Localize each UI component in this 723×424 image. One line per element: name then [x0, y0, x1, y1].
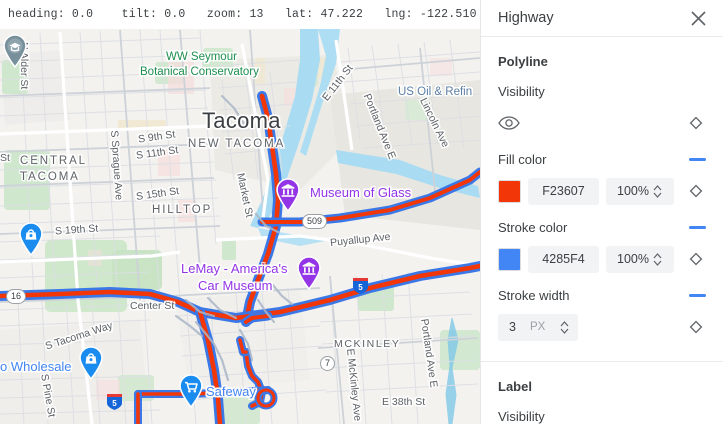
stroke-color-control: 4285F4 100%: [498, 245, 706, 273]
stroke-color-toggle-indicator[interactable]: [689, 226, 706, 229]
polyline-visibility-label: Visibility: [498, 84, 545, 99]
label-section: Label Visibility: [481, 379, 723, 424]
map-status-bar: heading: 0.0 tilt: 0.0 zoom: 13 lat: 47.…: [0, 0, 480, 29]
polyline-visibility-control: [498, 109, 706, 137]
fill-color-hex-input[interactable]: F23607: [528, 177, 599, 205]
keyframe-diamond-icon-visibility[interactable]: [689, 116, 703, 130]
stroke-width-input[interactable]: 3 PX: [498, 313, 578, 341]
route-shield-509[interactable]: 509: [302, 214, 328, 229]
status-text: heading: 0.0 tilt: 0.0 zoom: 13 lat: 47.…: [8, 8, 477, 21]
stroke-color-hex-input[interactable]: 4285F4: [528, 245, 599, 273]
map-marker-store-left[interactable]: [18, 222, 44, 256]
map-marker-safeway[interactable]: [178, 374, 204, 408]
map-marker-museum-of-glass[interactable]: [275, 178, 301, 212]
stroke-color-swatch[interactable]: [498, 247, 521, 271]
route-shield-i5-lower[interactable]: 5: [106, 392, 123, 411]
eye-icon[interactable]: [498, 112, 520, 134]
route-shield-7[interactable]: 7: [320, 356, 336, 371]
polyline-visibility-row: Visibility: [498, 84, 706, 99]
map-viewport[interactable]: heading: 0.0 tilt: 0.0 zoom: 13 lat: 47.…: [0, 0, 480, 424]
stroke-opacity-stepper-icon[interactable]: [652, 252, 663, 267]
keyframe-diamond-icon-stroke-color[interactable]: [689, 252, 703, 266]
properties-panel: Highway Polyline Visibility: [480, 0, 723, 424]
fill-opacity-input[interactable]: 100%: [606, 177, 674, 205]
fill-color-row: Fill color: [498, 152, 706, 167]
stroke-width-toggle-indicator[interactable]: [689, 294, 706, 297]
stroke-width-label: Stroke width: [498, 288, 570, 303]
stroke-opacity-value: 100%: [617, 252, 649, 266]
i5-shield-text-upper: 5: [358, 283, 363, 292]
map-marker-car-museum[interactable]: [296, 256, 322, 290]
fill-color-swatch[interactable]: [498, 179, 521, 203]
stroke-width-value: 3: [509, 320, 516, 334]
panel-title: Highway: [498, 10, 554, 26]
stroke-width-unit: PX: [529, 321, 546, 333]
keyframe-diamond-icon-fill-color[interactable]: [689, 184, 703, 198]
label-visibility-label: Visibility: [498, 409, 545, 424]
label-section-title: Label: [498, 379, 532, 394]
fill-color-control: F23607 100%: [498, 177, 706, 205]
stroke-opacity-input[interactable]: 100%: [606, 245, 674, 273]
i5-shield-text-lower: 5: [112, 399, 117, 408]
keyframe-diamond-icon-stroke-width[interactable]: [689, 320, 703, 334]
map-canvas[interactable]: [0, 0, 480, 424]
polyline-section: Polyline Visibility: [481, 54, 723, 341]
fill-opacity-stepper-icon[interactable]: [652, 184, 663, 199]
label-visibility-row: Visibility: [498, 409, 706, 424]
fill-opacity-value: 100%: [617, 184, 649, 198]
polyline-section-title: Polyline: [498, 54, 548, 69]
close-icon[interactable]: [686, 6, 710, 30]
route-shield-16[interactable]: 16: [6, 289, 27, 304]
stroke-color-row: Stroke color: [498, 220, 706, 235]
fill-color-label: Fill color: [498, 152, 547, 167]
section-divider: [481, 361, 723, 362]
panel-header: Highway: [481, 0, 723, 37]
stroke-color-label: Stroke color: [498, 220, 568, 235]
route-shield-i5-upper[interactable]: 5: [352, 276, 369, 295]
stroke-width-row: Stroke width: [498, 288, 706, 303]
map-marker-store-wholesale[interactable]: [78, 346, 104, 380]
map-marker-school[interactable]: [2, 34, 28, 68]
fill-color-toggle-indicator[interactable]: [689, 158, 706, 161]
stroke-width-control: 3 PX: [498, 313, 706, 341]
stroke-width-stepper-icon[interactable]: [559, 320, 570, 335]
